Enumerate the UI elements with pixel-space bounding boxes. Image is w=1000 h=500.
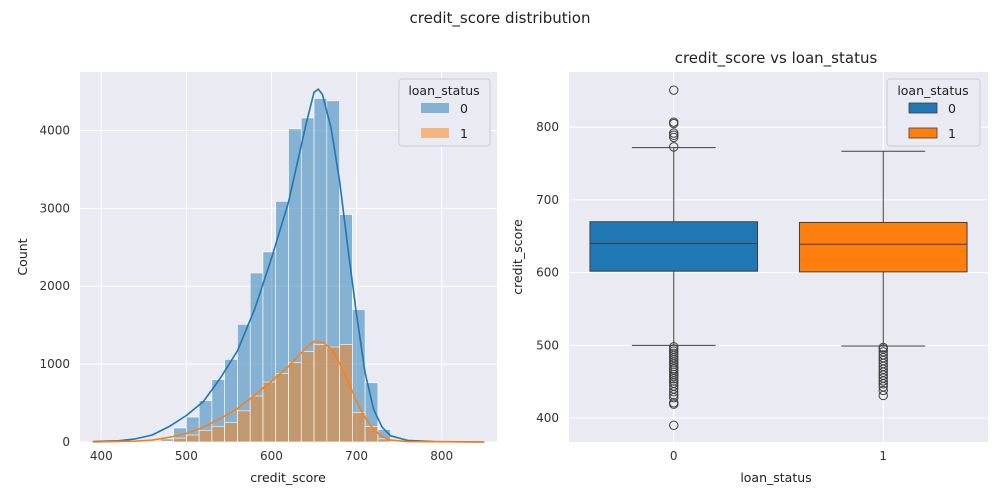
boxplot-xtick-label: 1 bbox=[879, 449, 887, 463]
histogram-tick-labels: 400 500 600 700 800 0 1000 2000 3000 4000 bbox=[39, 123, 453, 463]
histogram-ytick-label: 1000 bbox=[39, 357, 70, 371]
figure-suptitle: credit_score distribution bbox=[410, 9, 591, 28]
boxplot-outlier-point bbox=[878, 347, 888, 357]
boxplot-outlier-point bbox=[669, 342, 679, 352]
boxplot-outlier-point bbox=[669, 344, 679, 354]
histogram-kde-line-series-1 bbox=[92, 340, 485, 443]
boxplot-ytick-label: 600 bbox=[536, 266, 559, 280]
histogram-legend-label-0: 0 bbox=[460, 101, 468, 116]
histogram-xtick-label: 600 bbox=[260, 449, 283, 463]
histogram-bar-series-1 bbox=[364, 426, 379, 443]
boxplot-outlier-point bbox=[669, 142, 679, 152]
histogram-legend-swatch-1 bbox=[421, 128, 449, 138]
boxplot-outlier-point bbox=[669, 346, 679, 356]
histogram-bar-series-1 bbox=[186, 434, 200, 443]
boxplot-title: credit_score vs loan_status bbox=[675, 49, 878, 68]
boxplot-legend: loan_status 0 1 bbox=[886, 78, 981, 147]
boxplot-outlier-point bbox=[669, 128, 679, 138]
boxplot-ytick-label: 700 bbox=[536, 193, 559, 207]
boxplot-legend-label-0: 0 bbox=[948, 101, 956, 116]
histogram-legend-title: loan_status bbox=[408, 83, 479, 98]
boxplot-outlier-point bbox=[669, 420, 679, 430]
boxplot-outlier-point bbox=[878, 350, 888, 360]
boxplot-ytick-label: 400 bbox=[536, 411, 559, 425]
boxplot-box-series-1 bbox=[798, 221, 968, 273]
histogram-legend: loan_status 0 1 bbox=[398, 78, 491, 147]
histogram-bar-series-1 bbox=[160, 440, 174, 443]
histogram-bar-series-1 bbox=[173, 437, 187, 443]
boxplot-xlabel: loan_status bbox=[740, 470, 811, 485]
boxplot-legend-swatch-1 bbox=[908, 127, 938, 139]
histogram-xtick-label: 500 bbox=[175, 449, 198, 463]
histogram-bar-series-1 bbox=[275, 373, 289, 443]
histogram-ytick-label: 0 bbox=[62, 435, 70, 449]
boxplot-panel: credit_score vs loan_status 400 500 600 700… bbox=[510, 49, 988, 485]
histogram-xtick-label: 700 bbox=[345, 449, 368, 463]
histogram-bar-series-1 bbox=[237, 410, 251, 443]
boxplot-legend-title: loan_status bbox=[897, 83, 968, 98]
histogram-legend-swatch-0 bbox=[421, 103, 449, 113]
histogram-panel: 400 500 600 700 800 0 1000 2000 3000 4000 credit_… bbox=[15, 72, 497, 485]
boxplot-ytick-label: 500 bbox=[536, 338, 559, 352]
boxplot-legend-swatch-0 bbox=[908, 102, 938, 114]
histogram-xtick-label: 800 bbox=[430, 449, 453, 463]
boxplot-boxes bbox=[589, 85, 968, 430]
histogram-bar-series-1 bbox=[352, 412, 366, 443]
histogram-legend-label-1: 1 bbox=[460, 126, 468, 141]
boxplot-ytick-label: 800 bbox=[536, 120, 559, 134]
histogram-ytick-label: 2000 bbox=[39, 279, 70, 293]
histogram-bar-series-1 bbox=[313, 344, 328, 443]
histogram-bar-series-1 bbox=[249, 395, 264, 443]
histogram-bar-series-1 bbox=[339, 344, 353, 443]
boxplot-legend-label-1: 1 bbox=[948, 126, 956, 141]
boxplot-outlier-point bbox=[669, 130, 679, 140]
boxplot-outlier-point bbox=[669, 348, 679, 359]
boxplot-outlier-point bbox=[878, 385, 888, 396]
boxplot-outlier-point bbox=[878, 342, 888, 353]
histogram-ytick-label: 4000 bbox=[39, 123, 70, 137]
boxplot-tick-labels: 400 500 600 700 800 0 1 bbox=[536, 120, 887, 463]
histogram-bar-series-1 bbox=[211, 426, 225, 443]
boxplot-outlier-point bbox=[669, 85, 679, 95]
histogram-kde-line-series-0 bbox=[92, 88, 485, 443]
boxplot-xtick-label: 0 bbox=[670, 449, 678, 463]
boxplot-outlier-point bbox=[669, 132, 679, 143]
histogram-xtick-label: 400 bbox=[90, 449, 113, 463]
histogram-ytick-label: 3000 bbox=[39, 201, 70, 215]
histogram-bar-series-1 bbox=[288, 362, 302, 443]
histogram-bar-series-1 bbox=[300, 351, 315, 443]
boxplot-outlier-point bbox=[669, 117, 679, 127]
histogram-bar-series-1 bbox=[198, 430, 213, 443]
histogram-ylabel: Count bbox=[15, 238, 30, 275]
boxplot-outlier-point bbox=[669, 381, 679, 391]
histogram-bar-series-1 bbox=[224, 422, 238, 443]
histogram-xlabel: credit_score bbox=[250, 470, 326, 485]
histogram-kde-lines bbox=[92, 88, 485, 443]
boxplot-ylabel: credit_score bbox=[510, 219, 525, 295]
boxplot-box-series-0 bbox=[589, 221, 759, 272]
histogram-bars bbox=[160, 98, 391, 443]
histogram-bar-series-1 bbox=[262, 381, 277, 443]
